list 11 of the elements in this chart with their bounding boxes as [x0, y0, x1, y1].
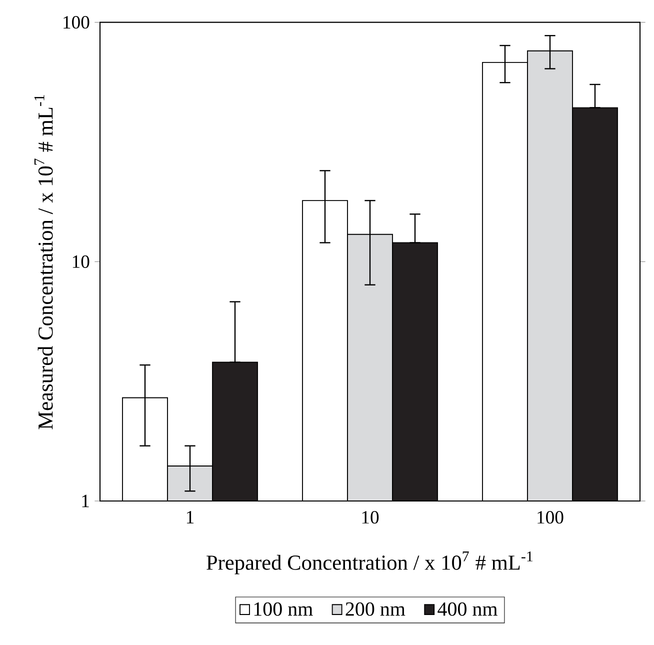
y-tick-label: 100 — [64, 16, 90, 29]
x-tick-label: 100 — [538, 511, 564, 524]
x-tick-label: 10 — [362, 511, 379, 524]
y-tick-label: 10 — [72, 255, 90, 268]
y-tick-label: 1 — [82, 494, 89, 508]
y-axis-title: Measured Concentration / x 10$^{7}$ # mL$^{-1}$ — [34, 95, 53, 430]
legend-label: 100 nm — [254, 602, 313, 616]
x-tick-label: 1 — [186, 511, 194, 524]
legend-label: 400 nm — [438, 602, 498, 616]
legend-label: 200 nm — [346, 602, 406, 616]
x-axis-title: Prepared Concentration / x 10$^{7}$ # mL$^{-1}$ — [206, 551, 532, 574]
